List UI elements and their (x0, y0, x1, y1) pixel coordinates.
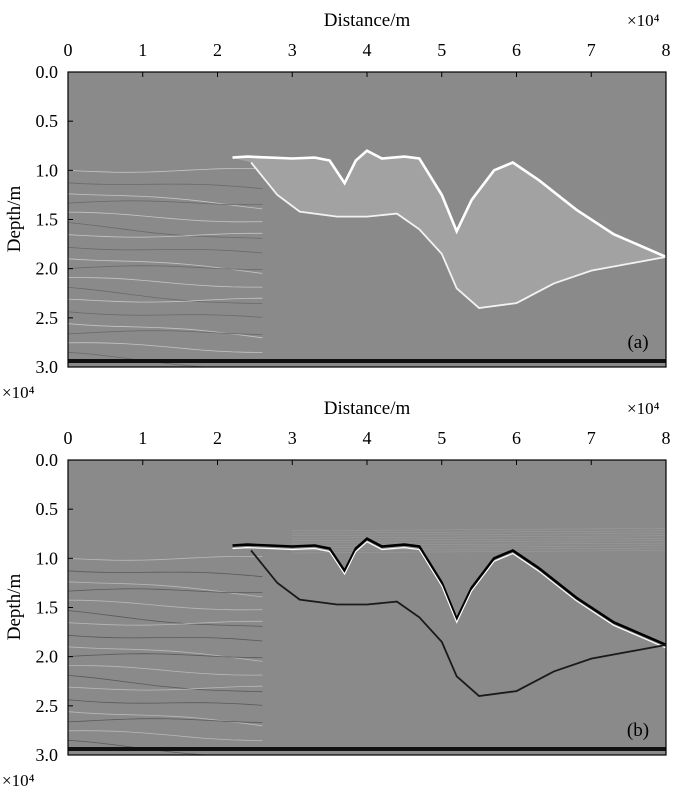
x-axis-label: Distance/m (324, 10, 411, 31)
x-tick-label: 3 (288, 40, 297, 60)
sediment-reflector (292, 535, 666, 539)
sediment-reflector (68, 297, 263, 303)
sediment-reflector (292, 530, 666, 534)
x-tick-label: 0 (64, 40, 73, 60)
y-axis-label: Depth/m (4, 186, 25, 253)
y-scale-label: ×10⁴ (2, 771, 35, 790)
sediment-reflector (68, 287, 263, 305)
salt-top-reflector (232, 149, 666, 259)
x-tick-label: 2 (213, 428, 222, 448)
sediment-reflector (68, 182, 263, 190)
sediment-reflector (68, 330, 263, 335)
x-tick-label: 2 (213, 40, 222, 60)
sediment-reflector (68, 665, 263, 676)
sediment-reflector (68, 246, 263, 254)
sediment-reflector (68, 232, 263, 238)
sediment-reflector (68, 556, 263, 561)
y-tick-label: 1.0 (36, 548, 59, 568)
x-tick-label: 1 (138, 40, 147, 60)
x-tick-label: 6 (512, 40, 521, 60)
x-tick-label: 0 (64, 428, 73, 448)
sediment-reflector (68, 351, 213, 367)
sediment-reflector (68, 620, 263, 626)
sediment-reflector (68, 699, 263, 706)
sediment-reflector (68, 634, 263, 642)
sediment-reflector (68, 718, 263, 723)
x-tick-label: 1 (138, 428, 147, 448)
y-tick-label: 1.5 (36, 210, 59, 230)
salt-body (232, 150, 666, 308)
salt-base-reflector (250, 549, 666, 697)
salt-base-reflector (250, 161, 666, 309)
y-tick-label: 2.5 (36, 308, 59, 328)
sediment-reflector (68, 211, 263, 223)
panel-label: (a) (627, 332, 648, 353)
sediment-reflector (68, 167, 263, 173)
sediment-reflector (68, 200, 263, 206)
x-axis-label: Distance/m (324, 398, 411, 419)
x-axis: 0 1 2 3 4 5 6 7 8 (64, 428, 671, 465)
y-axis: 0.0 0.5 1.0 1.5 2.0 2.5 3.0 (36, 450, 73, 765)
x-scale-label: ×10⁴ (627, 11, 660, 30)
y-tick-label: 2.0 (36, 259, 59, 279)
sediment-reflector (292, 532, 666, 537)
sediment-reflector (292, 542, 666, 546)
y-scale-label: ×10⁴ (2, 383, 35, 402)
sediment-reflector (68, 277, 263, 288)
sediment-reflector (68, 570, 263, 578)
x-axis: 0 1 2 3 4 5 6 7 8 (64, 40, 671, 77)
y-tick-label: 0.5 (36, 111, 59, 131)
x-tick-label: 4 (363, 40, 372, 60)
salt-top-reflector-sidelobe (232, 540, 666, 649)
sediment-reflector (68, 588, 263, 594)
x-tick-label: 8 (662, 428, 671, 448)
y-tick-label: 0.0 (36, 450, 59, 470)
y-axis-label: Depth/m (4, 574, 25, 641)
sediment-layers (68, 167, 263, 367)
bottom-reflector (68, 359, 666, 363)
y-tick-label: 2.5 (36, 696, 59, 716)
x-tick-label: 5 (437, 428, 446, 448)
bottom-reflector (68, 747, 666, 751)
sediment-reflector (68, 739, 213, 755)
x-scale-label: ×10⁴ (627, 399, 660, 418)
panel-b: 0 1 2 3 4 5 6 7 8 0.0 0.5 1.0 1.5 2.0 2.5 3.0 Distance… (2, 398, 671, 790)
sediment-layers (68, 528, 666, 755)
panel-label: (b) (627, 720, 649, 741)
x-tick-label: 5 (437, 40, 446, 60)
y-tick-label: 0.5 (36, 499, 59, 519)
y-tick-label: 0.0 (36, 62, 59, 82)
y-tick-label: 1.0 (36, 160, 59, 180)
y-tick-label: 3.0 (36, 357, 59, 377)
y-axis: 0.0 0.5 1.0 1.5 2.0 2.5 3.0 (36, 62, 73, 377)
sediment-reflector (68, 599, 263, 611)
sediment-reflector (292, 540, 666, 544)
sediment-reflector (68, 222, 263, 239)
x-tick-label: 6 (512, 428, 521, 448)
image-area (68, 460, 666, 755)
sediment-reflector (292, 537, 666, 541)
x-tick-label: 4 (363, 428, 372, 448)
sediment-reflector (68, 675, 263, 693)
x-tick-label: 7 (587, 428, 596, 448)
x-tick-label: 7 (587, 40, 596, 60)
y-tick-label: 2.0 (36, 647, 59, 667)
sediment-reflector (292, 545, 666, 549)
x-tick-label: 3 (288, 428, 297, 448)
panel-a: 0 1 2 3 4 5 6 7 8 0.0 0.5 1.0 1.5 2.0 2.5 3.0 Distance… (2, 10, 671, 402)
sediment-reflector (68, 311, 263, 318)
salt-top-reflector (232, 537, 666, 647)
sediment-reflector (68, 265, 263, 270)
sediment-reflector (68, 685, 263, 691)
sediment-reflector (68, 730, 263, 741)
sediment-reflector (68, 653, 263, 658)
sediment-reflector (292, 528, 666, 532)
y-tick-label: 3.0 (36, 745, 59, 765)
sediment-reflector (68, 610, 263, 627)
y-tick-label: 1.5 (36, 598, 59, 618)
sediment-reflector (68, 342, 263, 353)
x-tick-label: 8 (662, 40, 671, 60)
